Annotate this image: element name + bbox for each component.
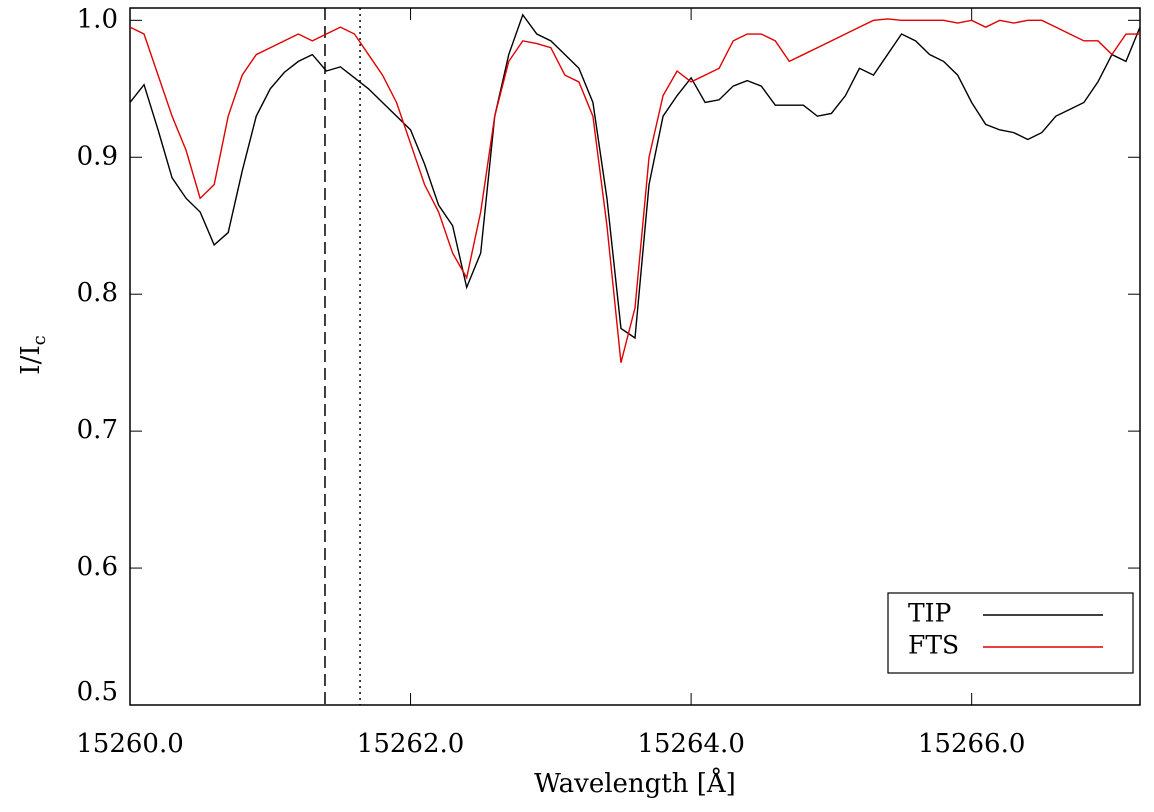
legend-box [887,592,1134,674]
y-tick-label: 0.9 [77,141,118,171]
y-label-sub: c [29,335,50,345]
y-axis-label-main: I/Ic [16,335,50,374]
plot-frame [129,7,1141,706]
y-tick-label: 0.8 [77,278,118,308]
series-line [129,13,1141,340]
legend: TIP FTS [887,592,1134,674]
y-tick-label: 0.5 [77,677,118,707]
x-tick-label: 15264.0 [637,729,745,759]
x-tick-label: 15262.0 [357,729,465,759]
x-tick-label: 15266.0 [918,729,1026,759]
y-tick-label: 1.0 [77,4,118,34]
series-line [129,18,1140,363]
x-tick-label: 15260.0 [76,729,184,759]
y-axis-label: I/Ic [16,335,50,374]
y-tick-label: 0.6 [77,552,118,582]
x-axis-label: Wavelength [Å] [534,767,736,799]
y-label-main: I/I [16,345,46,374]
y-tick-label: 0.7 [77,415,118,445]
legend-label: TIP [908,599,951,628]
legend-label: FTS [908,631,959,660]
